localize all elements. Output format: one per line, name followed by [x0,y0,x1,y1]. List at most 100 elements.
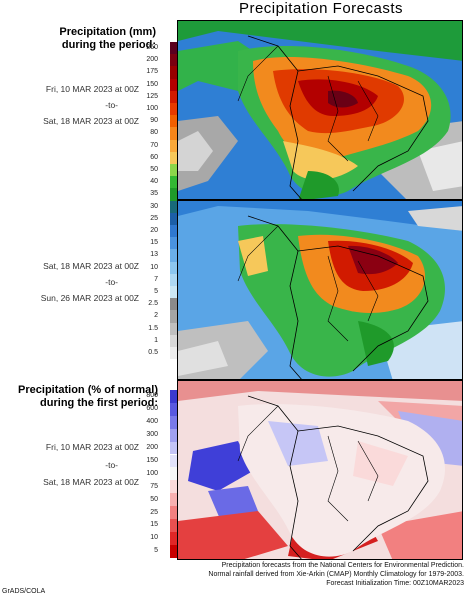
precip-colorbar-row: 25 [143,212,179,225]
precip-colorbar-label: 0.5 [148,349,158,357]
precip-colorbar-label: 250 [146,44,158,52]
panel3-start-date: Fri, 10 MAR 2023 at 00Z [45,442,139,452]
precip-colorbar-row: 15 [143,237,179,250]
precip-map-week2-svg [178,201,462,379]
precip-colorbar-swatch [170,176,179,189]
panel1-heading-2: during the period: [61,39,156,51]
precip-colorbar-label: 15 [150,239,158,247]
percent-normal-colorbar-swatch [170,480,179,494]
percent-normal-colorbar-row: 200 [143,441,179,455]
percent-normal-colorbar-swatch [170,454,179,468]
percent-normal-colorbar-row: 400 [143,415,179,429]
precip-colorbar-label: 7 [154,275,158,283]
precip-map-week1 [177,20,463,200]
percent-normal-colorbar-row: 800 [143,390,179,403]
precip-colorbar-label: 200 [146,56,158,64]
precip-colorbar-label: 80 [150,129,158,137]
precip-colorbar-swatch [170,127,179,140]
percent-normal-colorbar-label: 10 [150,534,158,542]
percent-normal-colorbar-label: 15 [150,521,158,529]
precip-colorbar-row: 200 [143,54,179,67]
footer-line-3: Forecast Initialization Time: 00Z10MAR20… [326,580,464,587]
precip-colorbar-swatch [170,115,179,128]
precip-colorbar-swatch [170,347,179,360]
percent-normal-colorbar-swatch [170,415,179,429]
percent-normal-colorbar-swatch [170,390,179,403]
precip-colorbar-row: 150 [143,78,179,91]
precip-colorbar-swatch [170,298,179,311]
panel1-heading-1: Precipitation (mm) [59,26,156,38]
percent-normal-colorbar-label: 75 [150,482,158,490]
percent-normal-colorbar-swatch [170,428,179,442]
percent-normal-colorbar-swatch [170,506,179,519]
precip-colorbar-label: 10 [150,263,158,271]
percent-normal-colorbar-row: 100 [143,467,179,481]
precip-map-week2 [177,200,463,380]
percent-normal-colorbar-swatch [170,493,179,507]
precip-colorbar-label: 5 [154,288,158,296]
grads-credit: GrADS/COLA [2,588,46,595]
percent-normal-colorbar-swatch [170,467,179,481]
percent-normal-colorbar-label: 300 [146,431,158,439]
precip-colorbar-swatch [170,164,179,177]
percent-normal-colorbar-label: 200 [146,444,158,452]
precip-colorbar-label: 20 [150,227,158,235]
precip-colorbar-swatch [170,54,179,67]
precip-colorbar-label: 1 [154,336,158,344]
footer-notes: Precipitation forecasts from the Nationa… [178,561,464,588]
precip-colorbar-swatch [170,334,179,347]
precip-colorbar-row: 5 [143,286,179,299]
percent-normal-map-svg [178,381,462,559]
percent-normal-colorbar-label: 100 [146,469,158,477]
precip-colorbar-swatch [170,139,179,152]
panel1-to: -to- [105,100,118,110]
percent-normal-colorbar-label: 25 [150,508,158,516]
panel3-heading-1: Precipitation (% of normal) [18,384,158,396]
precip-colorbar-swatch [170,66,179,79]
precip-colorbar-swatch [170,151,179,164]
precip-colorbar-row: 1 [143,334,179,347]
precip-colorbar-swatch [170,310,179,323]
precip-colorbar-swatch [170,200,179,213]
precip-colorbar-row: 50 [143,164,179,177]
percent-normal-colorbar-swatch [170,544,179,558]
percent-normal-colorbar-label: 600 [146,405,158,413]
precip-colorbar-label: 35 [150,190,158,198]
percent-normal-map [177,380,463,560]
panel2-to: -to- [105,277,118,287]
precip-colorbar-row: 40 [143,176,179,189]
precip-colorbar-swatch [170,261,179,274]
precip-colorbar-label: 1.5 [148,324,158,332]
precip-colorbar-row: 2.5 [143,298,179,311]
precip-colorbar-swatch [170,249,179,262]
panel2-start-date: Sat, 18 MAR 2023 at 00Z [43,261,139,271]
precip-colorbar-row: 13 [143,249,179,262]
percent-normal-colorbar-label: 400 [146,418,158,426]
percent-normal-colorbar-swatch [170,531,179,545]
precip-colorbar-label: 50 [150,166,158,174]
precip-colorbar-row: 60 [143,151,179,164]
percent-normal-colorbar-row: 300 [143,428,179,442]
precip-colorbar-label: 150 [146,80,158,88]
precip-colorbar-swatch [170,78,179,91]
figure-title: Precipitation Forecasts [238,0,404,17]
precip-colorbar-row: 7 [143,273,179,286]
precip-colorbar-row: 125 [143,90,179,103]
precip-colorbar-row: 100 [143,103,179,116]
precip-colorbar-swatch [170,212,179,225]
percent-normal-colorbar-row: 10 [143,531,179,545]
precip-colorbar: 250 200 175 150 125 100 90 80 70 60 50 40 35 30 25 20 15… [143,42,179,360]
percent-normal-colorbar-label: 5 [154,547,158,555]
precip-colorbar-row: 2 [143,310,179,323]
precip-colorbar-swatch [170,322,179,335]
precip-colorbar-label: 40 [150,178,158,186]
precip-colorbar-label: 13 [150,251,158,259]
precip-colorbar-swatch [170,90,179,103]
precip-colorbar-swatch [170,188,179,201]
percent-normal-colorbar-swatch [170,519,179,532]
percent-normal-colorbar-label: 50 [150,495,158,503]
footer-line-2: Normal rainfall derived from Xie-Arkin (… [208,571,464,578]
precip-colorbar-row: 35 [143,188,179,201]
precip-colorbar-label: 2 [154,312,158,320]
percent-normal-colorbar: 800 600 400 300 200 150 100 75 50 25 15 10 5 [143,390,179,558]
